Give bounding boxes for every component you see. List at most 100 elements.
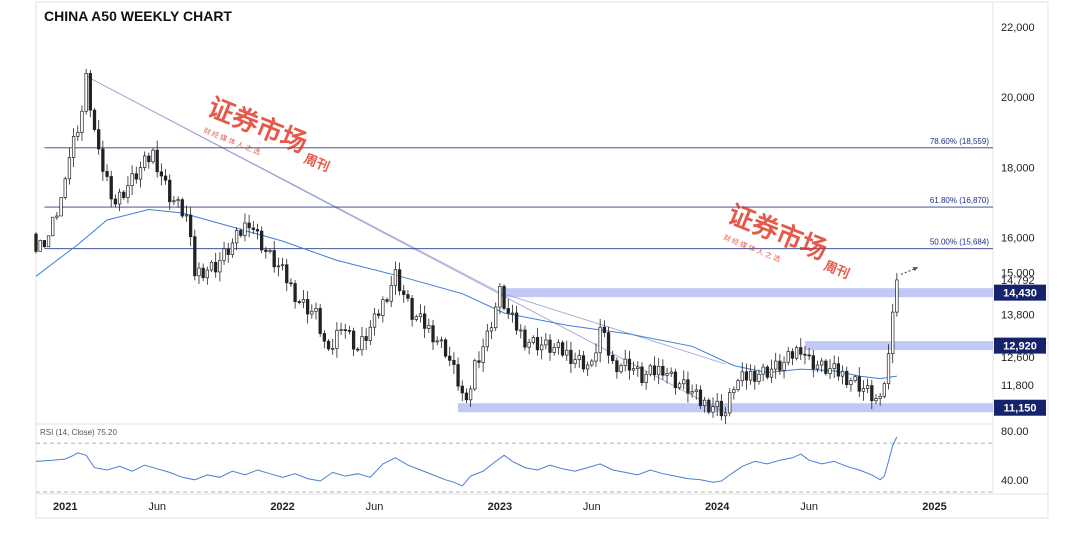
candle-down xyxy=(765,366,769,378)
fibonacci-level-label: 61.80% (16,870) xyxy=(930,196,989,205)
candle-down xyxy=(807,354,811,357)
price-tag-label: 12,920 xyxy=(1003,341,1037,353)
candle-up xyxy=(732,389,736,393)
candle-down xyxy=(272,250,276,268)
price-tag xyxy=(994,284,1046,301)
candle-down xyxy=(168,179,172,203)
candle-up xyxy=(820,360,824,366)
time-axis-tick-label: 2021 xyxy=(53,501,77,513)
candle-down xyxy=(293,283,297,302)
candle-up xyxy=(815,364,820,370)
candle-up xyxy=(769,368,774,378)
candle-down xyxy=(778,360,782,371)
candle-up xyxy=(774,360,778,370)
candle-down xyxy=(811,355,815,370)
candle-down xyxy=(464,392,469,401)
candle-up xyxy=(882,383,886,397)
candle-down xyxy=(423,313,427,329)
candle-up xyxy=(230,242,235,255)
price-tag xyxy=(994,337,1046,354)
candle-down xyxy=(214,261,218,273)
candle-down xyxy=(753,370,757,382)
moving-average-line xyxy=(35,208,897,380)
rsi-axis-tick-label: 40.00 xyxy=(1001,475,1029,487)
candle-up xyxy=(761,366,765,375)
candle-up xyxy=(335,329,339,349)
candle-up xyxy=(782,361,786,371)
candle-up xyxy=(644,373,648,383)
candle-up xyxy=(218,260,222,273)
candle-down xyxy=(251,227,255,230)
price-axis-tick-label: 20,000 xyxy=(1001,92,1035,104)
candle-up xyxy=(414,316,418,320)
rsi-layer: RSI (14, Close) 75.20 80.00 40.00 xyxy=(35,426,1029,493)
candle-up xyxy=(117,191,122,205)
candle-down xyxy=(535,337,540,351)
candles-layer xyxy=(34,68,899,425)
candle-down xyxy=(285,264,289,284)
candle-down xyxy=(560,342,565,356)
candle-up xyxy=(849,380,853,385)
price-tag xyxy=(994,399,1046,416)
candle-up xyxy=(494,306,498,329)
chart-title: CHINA A50 WEEKLY CHART xyxy=(44,8,232,24)
candle-down xyxy=(857,376,861,392)
candle-up xyxy=(577,355,581,360)
candle-up xyxy=(498,285,502,308)
candle-up xyxy=(886,353,891,385)
candle-up xyxy=(234,230,239,244)
price-axis-tick-label: 22,000 xyxy=(1001,22,1035,34)
candle-down xyxy=(431,325,435,343)
candle-down xyxy=(790,351,795,359)
candle-up xyxy=(594,352,598,362)
candle-up xyxy=(723,412,728,417)
candle-up xyxy=(301,299,306,303)
candle-up xyxy=(151,149,155,163)
candle-down xyxy=(627,358,632,371)
time-axis-tick-label: Jun xyxy=(366,501,384,513)
candle-down xyxy=(289,282,293,285)
candle-down xyxy=(113,198,118,205)
candle-up xyxy=(331,347,335,350)
candle-down xyxy=(163,175,168,181)
candle-up xyxy=(418,313,423,318)
candle-up xyxy=(310,310,314,315)
chart-frame xyxy=(35,1,1049,519)
candle-up xyxy=(510,312,515,315)
candle-up xyxy=(184,214,189,217)
candle-down xyxy=(88,73,92,111)
candle-up xyxy=(832,363,836,369)
candle-up xyxy=(623,358,627,366)
candle-up xyxy=(389,285,393,302)
candle-up xyxy=(126,185,130,198)
candle-down xyxy=(615,360,619,373)
time-axis-tick-label: 2023 xyxy=(488,501,512,513)
candle-up xyxy=(51,216,55,237)
candle-down xyxy=(247,222,251,229)
candle-down xyxy=(502,285,506,309)
candle-up xyxy=(677,383,682,389)
candle-down xyxy=(686,379,690,394)
candle-up xyxy=(861,388,866,392)
candle-down xyxy=(122,191,126,198)
candle-up xyxy=(757,373,761,382)
candle-up xyxy=(694,389,698,392)
forecast-arrow-head xyxy=(912,266,918,272)
candle-up xyxy=(648,365,652,375)
candle-up xyxy=(84,73,88,112)
candle-down xyxy=(42,240,47,248)
candle-up xyxy=(481,346,485,363)
candle-up xyxy=(715,400,719,408)
candle-up xyxy=(63,178,67,198)
candle-up xyxy=(339,329,343,332)
candle-up xyxy=(197,267,201,277)
candle-up xyxy=(527,341,531,348)
time-axis-tick-label: Jun xyxy=(583,501,601,513)
candle-up xyxy=(67,157,72,180)
candle-down xyxy=(640,366,644,383)
candle-down xyxy=(661,365,665,376)
candle-up xyxy=(690,391,694,394)
candle-down xyxy=(343,329,347,332)
candle-up xyxy=(682,379,686,385)
candle-up xyxy=(372,313,377,328)
